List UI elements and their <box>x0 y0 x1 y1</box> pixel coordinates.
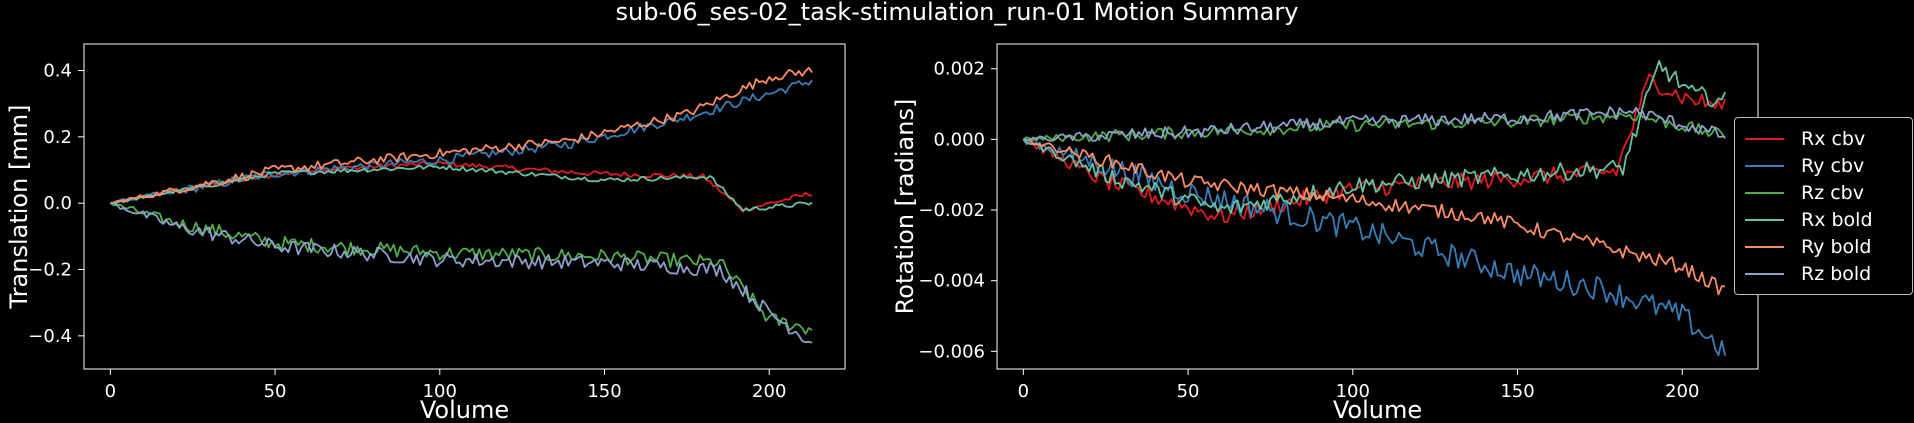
y-tick-label: −0.2 <box>28 260 72 281</box>
y-tick-label: 0.000 <box>933 129 985 150</box>
legend-swatch <box>1745 219 1784 221</box>
x-axis-label: Volume <box>420 396 509 423</box>
x-tick-label: 200 <box>752 381 786 402</box>
axes-frame <box>996 43 1759 370</box>
series-line-rz-bold <box>1023 106 1726 142</box>
series-line-ry-bold <box>1023 138 1726 296</box>
y-axis-label: Translation [mm] <box>5 105 33 310</box>
x-tick-label: 100 <box>1336 381 1370 402</box>
legend-swatch <box>1745 138 1784 140</box>
x-tick-label: 50 <box>1177 381 1200 402</box>
x-tick-label: 0 <box>1018 381 1029 402</box>
series-line-rz-cbv <box>109 202 813 335</box>
legend-item: Rx cbv <box>1735 126 1911 152</box>
y-tick-label: −0.004 <box>918 271 985 292</box>
legend-swatch <box>1745 273 1784 275</box>
legend-item: Rz bold <box>1735 261 1911 287</box>
series-line-rx-bold <box>1022 59 1726 214</box>
y-tick-label: −0.4 <box>28 326 72 347</box>
series-line-ry-cbv <box>1022 138 1726 357</box>
y-tick-label: −0.002 <box>918 200 985 221</box>
legend-label: Rz cbv <box>1801 182 1864 204</box>
legend: Rx cbv Ry cbv Rz cbv Rx bold Ry bold Rz bold <box>1734 117 1913 295</box>
x-tick-label: 150 <box>587 381 621 402</box>
x-tick-label: 0 <box>105 381 116 402</box>
legend-label: Rx bold <box>1801 209 1873 231</box>
legend-item: Ry cbv <box>1735 153 1911 179</box>
x-tick-label: 100 <box>423 381 457 402</box>
series-line-rz-bold <box>110 202 813 344</box>
legend-item: Rz cbv <box>1735 180 1911 206</box>
x-axis-label: Volume <box>1333 396 1422 423</box>
y-axis-label: Rotation [radians] <box>891 99 919 315</box>
legend-swatch <box>1745 246 1784 248</box>
series-line-rx-cbv <box>1022 73 1726 223</box>
legend-label: Rz bold <box>1801 263 1872 285</box>
series-line-ry-bold <box>110 66 813 205</box>
x-tick-label: 200 <box>1665 381 1699 402</box>
series-line-ry-cbv <box>110 79 813 205</box>
legend-item: Ry bold <box>1735 234 1911 260</box>
y-tick-label: 0.4 <box>43 61 72 82</box>
legend-label: Ry bold <box>1801 236 1872 258</box>
series-line-rz-cbv <box>1022 111 1726 143</box>
x-tick-label: 50 <box>264 381 287 402</box>
series-line-rx-bold <box>110 164 813 212</box>
y-tick-label: −0.006 <box>918 341 985 362</box>
y-tick-label: 0.0 <box>43 193 72 214</box>
legend-label: Ry cbv <box>1801 155 1865 177</box>
legend-swatch <box>1745 192 1784 194</box>
legend-swatch <box>1745 165 1784 167</box>
legend-label: Rx cbv <box>1801 128 1866 150</box>
x-tick-label: 150 <box>1500 381 1534 402</box>
y-tick-label: 0.002 <box>933 59 985 80</box>
y-tick-label: 0.2 <box>43 127 72 148</box>
legend-item: Rx bold <box>1735 207 1911 233</box>
figure-title: sub-06_ses-02_task-stimulation_run-01 Mo… <box>615 0 1299 26</box>
axes-frame <box>83 43 846 370</box>
